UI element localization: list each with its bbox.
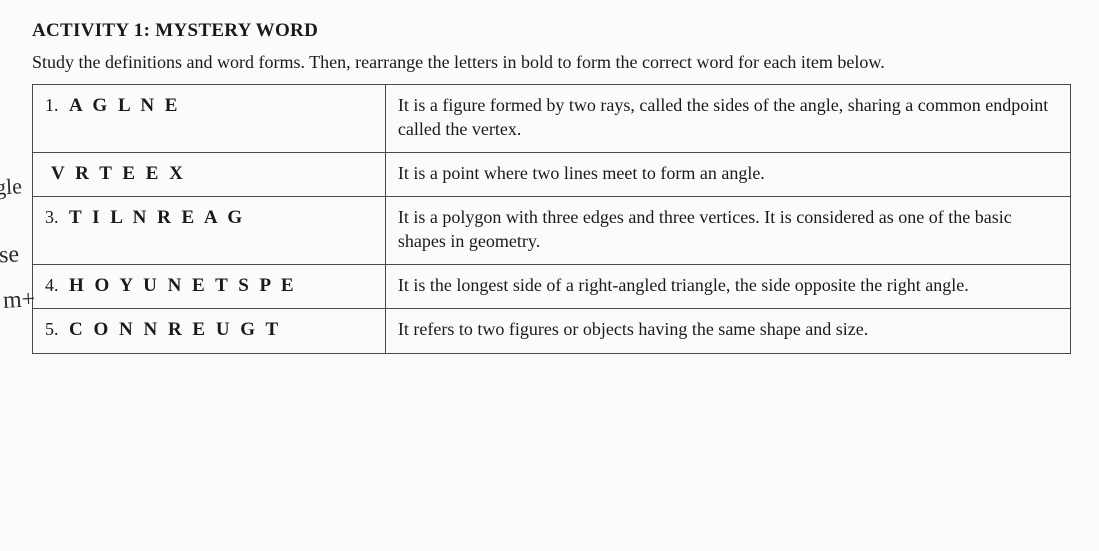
activity-instructions: Study the definitions and word forms. Th… <box>32 50 1071 74</box>
mystery-word-table: 1. A G L N E It is a figure formed by tw… <box>32 84 1071 354</box>
definition-cell: It refers to two figures or objects havi… <box>385 309 1070 354</box>
scramble-cell: gle V R T E E X <box>33 152 386 197</box>
scramble-letters: A G L N E <box>69 95 180 116</box>
table-row: 5. C O N N R E U G T It refers to two fi… <box>33 309 1071 354</box>
scramble-cell: 5. C O N N R E U G T <box>33 309 386 354</box>
scramble-letters: H O Y U N E T S P E <box>69 275 297 296</box>
scramble-cell: se 3. T I L N R E A G <box>33 197 386 265</box>
item-number: 4. <box>45 275 59 295</box>
scramble-cell: 1. A G L N E <box>33 84 386 152</box>
activity-title: ACTIVITY 1: MYSTERY WORD <box>32 18 1071 44</box>
scramble-cell: m+ 4. H O Y U N E T S P E <box>33 264 386 309</box>
definition-cell: It is a polygon with three edges and thr… <box>385 197 1070 265</box>
scramble-letters: T I L N R E A G <box>69 207 245 228</box>
handwriting-annotation: gle <box>0 172 23 203</box>
definition-cell: It is the longest side of a right-angled… <box>385 264 1070 309</box>
handwriting-annotation: se <box>0 239 20 272</box>
item-number: 1. <box>45 95 59 115</box>
table-row: m+ 4. H O Y U N E T S P E It is the long… <box>33 264 1071 309</box>
table-row: se 3. T I L N R E A G It is a polygon wi… <box>33 197 1071 265</box>
table-row: 1. A G L N E It is a figure formed by tw… <box>33 84 1071 152</box>
item-number: 5. <box>45 319 59 339</box>
handwriting-annotation: m+ <box>2 283 36 317</box>
item-number: 3. <box>45 207 59 227</box>
scramble-letters: C O N N R E U G T <box>69 319 281 340</box>
table-row: gle V R T E E X It is a point where two … <box>33 152 1071 197</box>
definition-cell: It is a point where two lines meet to fo… <box>385 152 1070 197</box>
scramble-letters: V R T E E X <box>51 163 186 184</box>
definition-cell: It is a figure formed by two rays, calle… <box>385 84 1070 152</box>
